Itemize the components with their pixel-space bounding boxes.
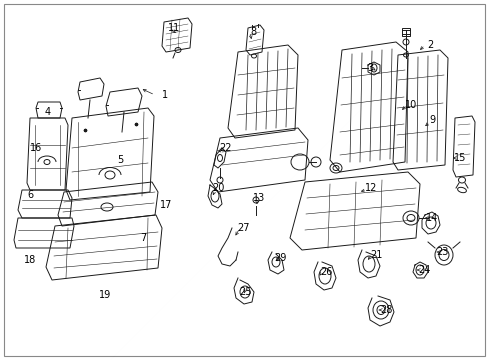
Text: 6: 6 <box>27 190 33 200</box>
Text: 25: 25 <box>238 287 251 297</box>
Text: 17: 17 <box>160 200 172 210</box>
Text: 11: 11 <box>167 23 180 33</box>
Text: 13: 13 <box>252 193 264 203</box>
Text: 28: 28 <box>379 305 391 315</box>
Text: 1: 1 <box>162 90 168 100</box>
Text: 29: 29 <box>273 253 285 263</box>
Text: 9: 9 <box>428 115 434 125</box>
Text: 24: 24 <box>417 265 429 275</box>
Text: 15: 15 <box>453 153 465 163</box>
Text: 20: 20 <box>211 183 224 193</box>
Text: 2: 2 <box>426 40 432 50</box>
Text: 10: 10 <box>404 100 416 110</box>
Text: 7: 7 <box>140 233 146 243</box>
Text: 16: 16 <box>30 143 42 153</box>
Text: 8: 8 <box>249 27 256 37</box>
Text: 22: 22 <box>218 143 231 153</box>
Text: 14: 14 <box>425 213 437 223</box>
Text: 21: 21 <box>369 250 382 260</box>
Text: 12: 12 <box>364 183 376 193</box>
Text: 19: 19 <box>99 290 111 300</box>
Text: 18: 18 <box>24 255 36 265</box>
Bar <box>401 28 409 36</box>
Text: 23: 23 <box>435 247 447 257</box>
Text: 27: 27 <box>236 223 249 233</box>
Text: 4: 4 <box>45 107 51 117</box>
Text: 26: 26 <box>319 267 331 277</box>
Text: 5: 5 <box>117 155 123 165</box>
Text: 3: 3 <box>366 63 372 73</box>
